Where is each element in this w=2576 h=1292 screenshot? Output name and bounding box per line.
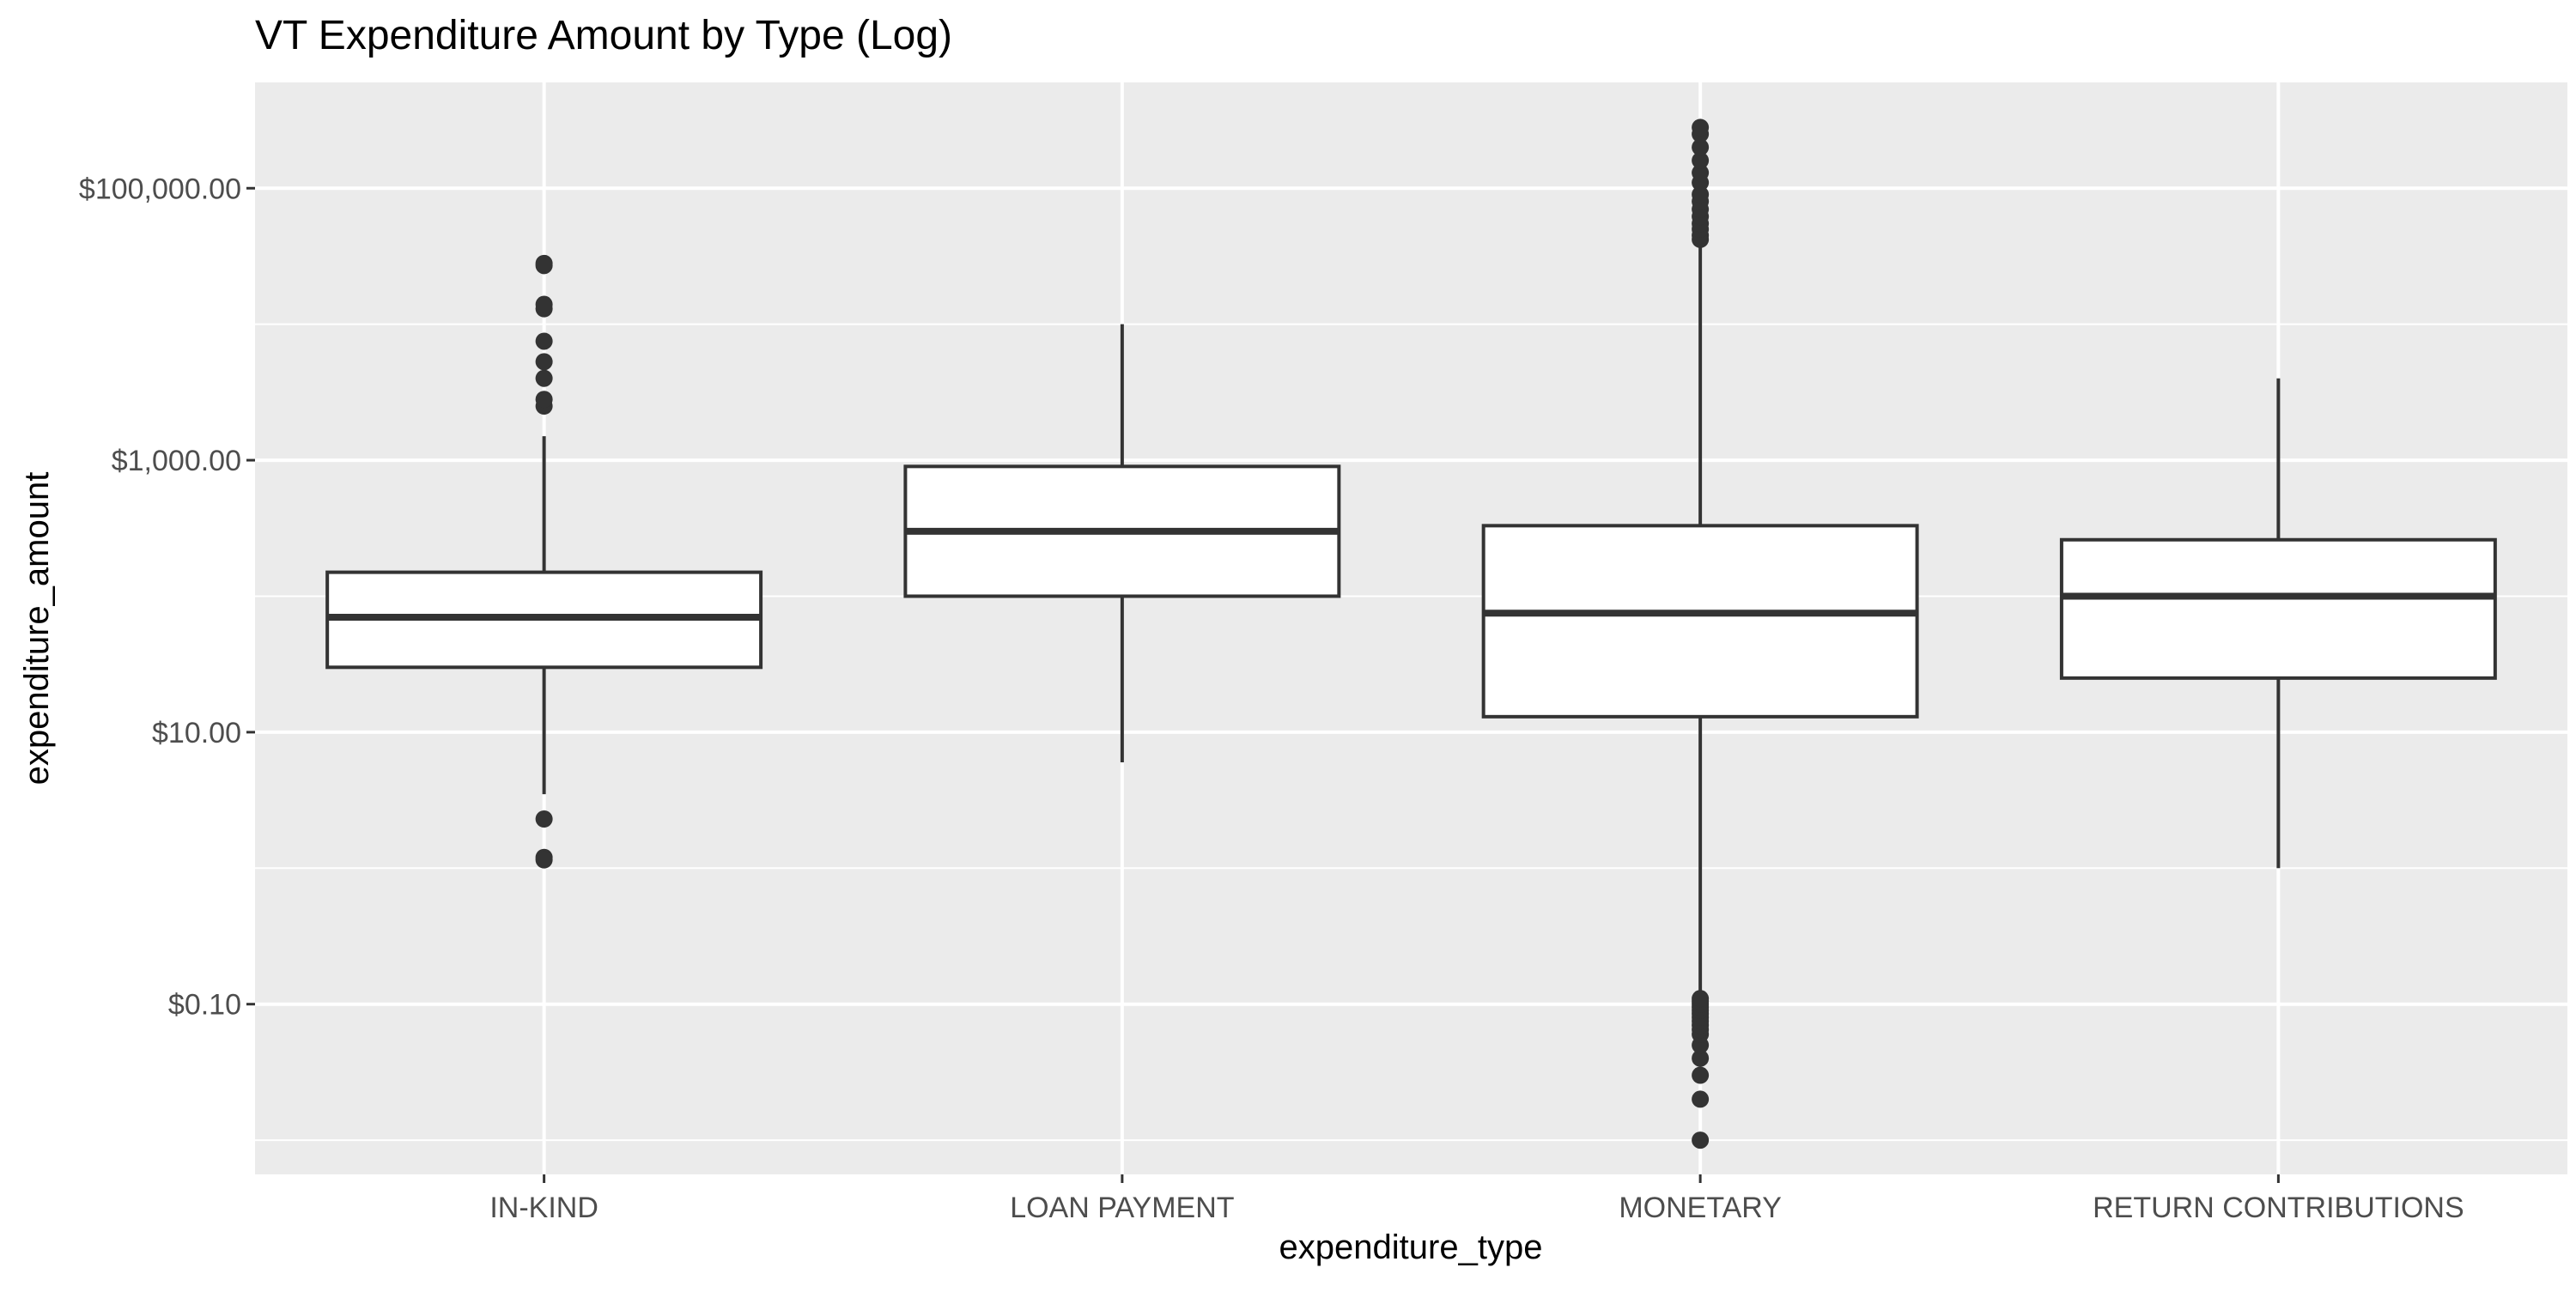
outlier-point bbox=[535, 332, 553, 350]
x-tick-label: MONETARY bbox=[1619, 1192, 1782, 1224]
box-iqr bbox=[2059, 537, 2497, 680]
outlier-point bbox=[1692, 990, 1710, 1008]
outlier-point bbox=[1692, 118, 1710, 136]
boxplot-return-contributions bbox=[2059, 378, 2497, 869]
y-tick-label: $1,000.00 bbox=[112, 445, 241, 477]
outlier-point bbox=[535, 295, 553, 313]
outlier-point bbox=[1692, 164, 1710, 182]
x-tick-label: IN-KIND bbox=[489, 1192, 598, 1224]
outlier-point bbox=[535, 254, 553, 272]
outlier-point bbox=[1692, 1090, 1710, 1108]
x-tick-label: RETURN CONTRIBUTIONS bbox=[2093, 1192, 2464, 1224]
outlier-point bbox=[1692, 1066, 1710, 1084]
outlier-point bbox=[1692, 185, 1710, 203]
y-axis-title: expenditure_amount bbox=[18, 472, 56, 786]
x-axis-title: expenditure_type bbox=[1279, 1228, 1543, 1266]
y-tick-label: $0.10 bbox=[168, 989, 241, 1022]
x-tick-label: LOAN PAYMENT bbox=[1010, 1192, 1234, 1224]
outlier-point bbox=[1692, 151, 1710, 169]
y-tick-label: $10.00 bbox=[152, 717, 241, 749]
boxplot-monetary bbox=[1481, 118, 1919, 1149]
chart-title: VT Expenditure Amount by Type (Log) bbox=[255, 13, 952, 58]
boxplot-loan-payment bbox=[903, 324, 1341, 763]
outlier-point bbox=[1692, 138, 1710, 156]
y-tick-label: $100,000.00 bbox=[79, 173, 241, 205]
outlier-point bbox=[535, 810, 553, 828]
boxplots bbox=[325, 118, 2497, 1149]
outlier-point bbox=[1692, 1131, 1710, 1149]
box-iqr bbox=[1481, 524, 1919, 719]
outlier-point bbox=[535, 851, 553, 869]
outlier-point bbox=[535, 391, 553, 409]
boxplot-in-kind bbox=[325, 254, 763, 869]
outlier-point bbox=[535, 369, 553, 387]
outlier-point bbox=[535, 353, 553, 371]
axes: $0.10 $10.00 $1,000.00 $100,000.00 IN-KIND LO… bbox=[79, 173, 2464, 1224]
outlier-point bbox=[1692, 1049, 1710, 1067]
